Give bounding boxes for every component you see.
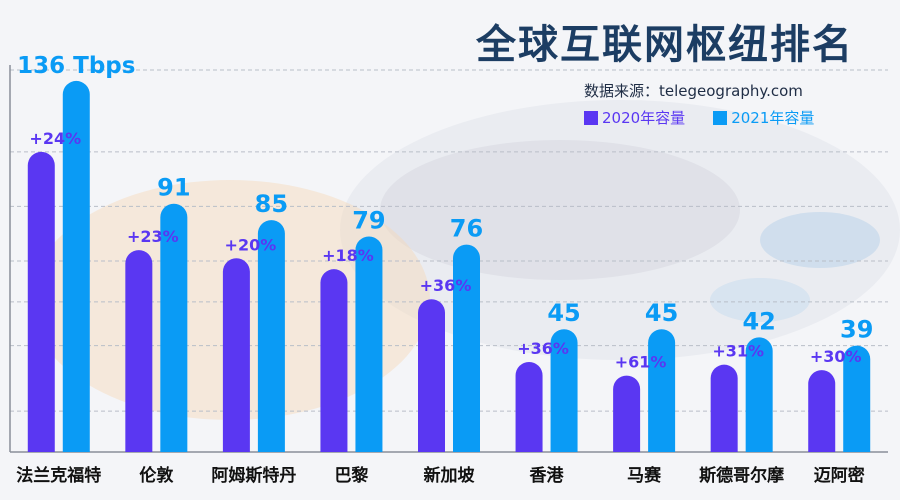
- legend-label-2021: 2021年容量: [731, 109, 815, 127]
- value-label-2021: 45: [547, 299, 580, 327]
- bar-2021: [550, 329, 578, 452]
- value-label-2021: 42: [742, 307, 775, 335]
- bar-2021: [355, 236, 383, 452]
- category-label: 迈阿密: [814, 465, 865, 486]
- category-label: 巴黎: [334, 465, 368, 486]
- value-label-2021: 85: [255, 190, 288, 218]
- legend-swatch-2020: [584, 110, 598, 125]
- bar-2020: [613, 375, 641, 452]
- value-label-2021: 91: [157, 174, 190, 202]
- bar-2020: [515, 361, 543, 452]
- bar-2020: [418, 299, 445, 452]
- growth-label: +61%: [615, 353, 667, 372]
- bar-2020: [222, 258, 250, 452]
- growth-label: +23%: [127, 227, 179, 246]
- category-label: 斯德哥尔摩: [699, 465, 784, 486]
- bars: [27, 80, 871, 453]
- bar-2020: [125, 250, 153, 452]
- bar-2020: [320, 269, 348, 452]
- legend-swatch-2021: [713, 110, 728, 125]
- value-label-2021: 39: [840, 316, 873, 344]
- bar-2021: [453, 244, 480, 452]
- labels: 136 Tbps +24% 法兰克福特 91 +23% 伦敦 85 +20% 阿姆斯特丹 79 +1…: [16, 53, 873, 486]
- value-label-2021: 76: [450, 215, 483, 243]
- value-label-2021: 45: [645, 299, 678, 327]
- legend-item-2020: 2020年容量: [584, 107, 685, 128]
- grid-lines: [9, 65, 888, 453]
- growth-label: +31%: [712, 342, 764, 361]
- value-label-2021: 136 Tbps: [17, 53, 135, 79]
- bar-2021: [648, 329, 676, 452]
- legend-label-2020: 2020年容量: [602, 109, 686, 127]
- bar-2021: [745, 337, 773, 452]
- page-title: 全球互联网枢纽排名: [476, 22, 854, 68]
- bar-2021: [62, 80, 90, 453]
- growth-label: +20%: [225, 235, 277, 254]
- growth-label: +30%: [810, 347, 862, 366]
- legend-item-2021: 2021年容量: [713, 107, 814, 128]
- category-label: 新加坡: [424, 465, 475, 486]
- growth-label: +18%: [322, 246, 374, 265]
- category-label: 马赛: [627, 465, 662, 486]
- growth-label: +36%: [517, 339, 569, 358]
- bar-2021: [257, 220, 285, 452]
- category-label: 阿姆斯特丹: [211, 465, 296, 486]
- legend: 数据来源：telegeography.com 2020年容量 2021年容量: [584, 80, 842, 128]
- growth-label: +24%: [29, 129, 81, 148]
- bar-2021: [843, 345, 871, 452]
- growth-label: +36%: [420, 276, 472, 295]
- bar-2020: [808, 370, 836, 452]
- bar-2020: [27, 151, 55, 452]
- bar-2021: [160, 203, 188, 452]
- data-source: 数据来源：telegeography.com: [584, 82, 803, 100]
- value-label-2021: 79: [352, 206, 385, 234]
- bar-2020: [710, 364, 738, 452]
- category-label: 伦敦: [139, 465, 174, 486]
- category-label: 香港: [530, 465, 565, 486]
- category-label: 法兰克福特: [16, 465, 101, 486]
